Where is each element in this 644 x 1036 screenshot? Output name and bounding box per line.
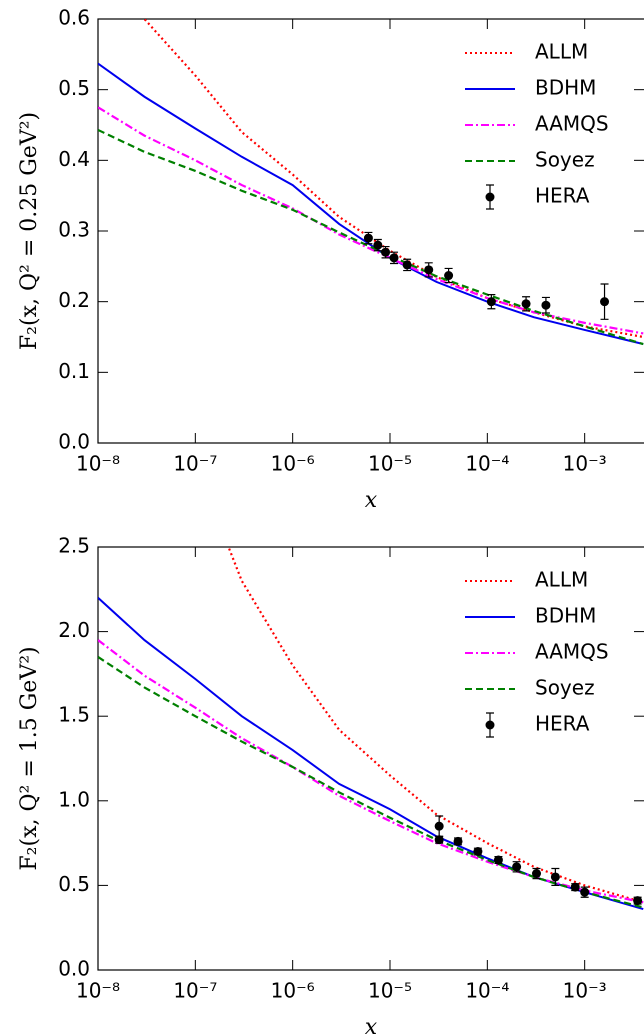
data-point — [444, 271, 454, 281]
legend-label: ALLM — [535, 568, 588, 592]
data-point — [363, 233, 373, 243]
legend-label: Soyez — [535, 148, 595, 172]
data-point — [453, 836, 463, 846]
y-tick-label: 0.3 — [58, 218, 90, 242]
y-axis-label: F₂(x, Q² = 1.5 GeV²) — [17, 646, 42, 870]
x-tick-label: 10⁻⁴ — [465, 452, 509, 476]
line — [98, 106, 644, 335]
y-tick-label: 0.6 — [58, 6, 90, 30]
x-tick-label: 10⁻⁸ — [76, 452, 120, 476]
data-point — [521, 299, 531, 309]
line — [98, 62, 644, 346]
x-tick-label: 10⁻³ — [563, 452, 607, 476]
y-tick-label: 0.5 — [58, 872, 90, 896]
y-tick-label: 0.0 — [58, 430, 90, 454]
legend: ALLM BDHM AAMQS Soyez HERA — [465, 568, 609, 738]
line — [227, 547, 644, 904]
plot-frame — [97, 18, 644, 444]
data-point — [570, 882, 580, 892]
legend: ALLM BDHM AAMQS Soyez HERA — [465, 40, 609, 210]
x-tick-label: 10⁻⁵ — [368, 452, 412, 476]
y-tick-label: 0.5 — [58, 76, 90, 100]
y-tick-label: 1.0 — [58, 787, 90, 811]
y-tick-label: 2.5 — [58, 534, 90, 558]
x-tick-label: 10⁻⁷ — [173, 979, 217, 1003]
x-tick-label: 10⁻⁴ — [465, 979, 509, 1003]
plot-frame — [97, 546, 644, 971]
x-tick-label: 10⁻³ — [563, 979, 607, 1003]
y-axis-label: F₂(x, Q² = 0.25 GeV²) — [17, 112, 42, 350]
y-tick-label: 1.5 — [58, 703, 90, 727]
legend-label: AAMQS — [535, 112, 609, 136]
y-tick-label: 0.2 — [58, 288, 90, 312]
data-point — [633, 896, 643, 906]
y-tick-label: 0.4 — [58, 147, 90, 171]
plot: 10⁻⁸ 10⁻⁷ 10⁻⁶ 10⁻⁵ 10⁻⁴ 10⁻³ 0.0 0.5 1.0 1.5 2.0 2… — [17, 534, 644, 1036]
legend-label: HERA — [535, 184, 590, 208]
legend-label: BDHM — [535, 76, 596, 100]
data-point — [473, 847, 483, 857]
data-point — [541, 300, 551, 310]
series-layer — [98, 547, 644, 911]
y-tick-label: 0.0 — [58, 957, 90, 981]
x-tick-label: 10⁻⁷ — [173, 452, 217, 476]
y-tick-label: 0.1 — [58, 359, 90, 383]
x-tick-label: 10⁻⁶ — [271, 452, 315, 476]
data-point — [434, 821, 444, 831]
data-point — [424, 265, 434, 275]
x-axis-label: x — [365, 488, 378, 513]
x-tick-label: 10⁻⁸ — [76, 979, 120, 1003]
legend-label: Soyez — [535, 676, 595, 700]
data-point — [389, 253, 399, 263]
data-point — [381, 247, 391, 257]
x-tick-label: 10⁻⁶ — [271, 979, 315, 1003]
legend-label: BDHM — [535, 604, 596, 628]
x-tick-label: 10⁻⁵ — [368, 979, 412, 1003]
legend-label: HERA — [535, 712, 590, 736]
data-point — [580, 887, 590, 897]
legend-marker — [485, 720, 495, 730]
data-point — [600, 297, 610, 307]
data-point — [512, 862, 522, 872]
legend-marker — [485, 192, 495, 202]
data-point — [493, 855, 503, 865]
data-point — [532, 869, 542, 879]
data-point — [402, 260, 412, 270]
series-layer — [98, 19, 644, 346]
plot: 10⁻⁸ 10⁻⁷ 10⁻⁶ 10⁻⁵ 10⁻⁴ 10⁻³ 0.0 0.1 0.2 0.3 0.4 0… — [17, 6, 644, 513]
legend-label: ALLM — [535, 40, 588, 64]
x-axis-label: x — [365, 1015, 378, 1036]
y-tick-label: 2.0 — [58, 618, 90, 642]
legend-label: AAMQS — [535, 640, 609, 664]
data-point — [550, 872, 560, 882]
data-point — [434, 835, 444, 845]
data-point — [373, 240, 383, 250]
data-point — [486, 297, 496, 307]
line — [98, 656, 644, 909]
